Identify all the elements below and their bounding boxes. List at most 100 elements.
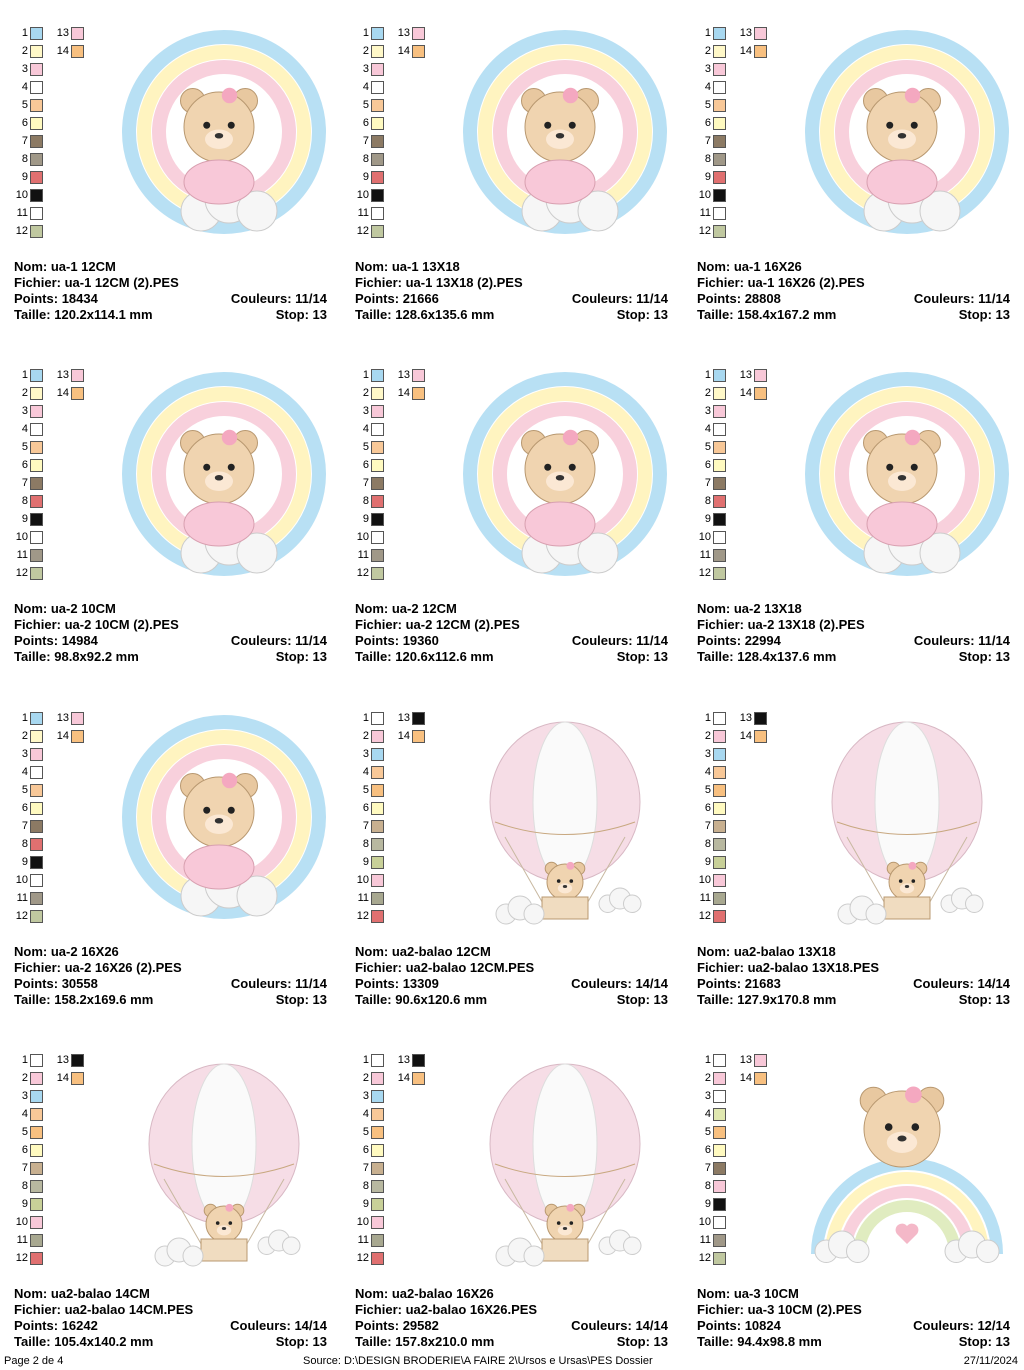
field-value: 157.8x210.0 mm: [395, 1334, 495, 1349]
bear-eye: [227, 806, 235, 814]
cloud: [965, 894, 984, 913]
swatch-number: 11: [699, 1234, 711, 1246]
swatch-number: 13: [739, 712, 752, 724]
color-swatch: [30, 405, 43, 418]
swatch-number: 5: [21, 99, 28, 111]
swatch-number: 2: [21, 730, 28, 742]
color-swatch: [412, 1072, 425, 1085]
color-swatch: [371, 1126, 384, 1139]
swatch-number: 8: [704, 1180, 711, 1192]
swatch-number: 4: [704, 81, 711, 93]
swatch-number: 10: [698, 874, 711, 886]
info-line: Nom: ua-3 10CM: [697, 1286, 799, 1302]
bunting: [494, 1163, 636, 1177]
info-line: Fichier: ua-1 12CM (2).PES: [14, 275, 179, 291]
field-value: ua2-balao 12CM.PES: [405, 960, 535, 975]
swatch-number: 13: [397, 1054, 410, 1066]
info-line: Taille: 128.4x137.6 mm: [697, 649, 836, 665]
color-swatch: [713, 1216, 726, 1229]
info-right: Couleurs: 11/14: [572, 291, 668, 307]
bear-bow: [908, 861, 917, 870]
swatch-number: 5: [362, 99, 369, 111]
field-value: 13: [995, 992, 1010, 1007]
swatch-number: 6: [21, 459, 28, 471]
field-value: ua-1 12CM (2).PES: [64, 275, 179, 290]
color-swatch: [713, 27, 726, 40]
info-right: Stop: 13: [276, 992, 327, 1008]
swatch-number: 12: [356, 225, 369, 237]
color-swatch: [713, 1162, 726, 1175]
color-swatch: [713, 910, 726, 923]
field-label: Taille:: [14, 1334, 51, 1349]
info-right: Couleurs: 12/14: [913, 1318, 1010, 1334]
swatch-number: 5: [21, 1126, 28, 1138]
color-swatch: [371, 1198, 384, 1211]
info-line: Nom: ua2-balao 16X26: [355, 1286, 494, 1302]
color-swatch: [371, 549, 384, 562]
info-line: Fichier: ua2-balao 13X18.PES: [697, 960, 879, 976]
color-swatch: [713, 1198, 726, 1211]
balloon-stripe: [191, 1063, 257, 1225]
swatch-number: 2: [704, 730, 711, 742]
color-swatch: [30, 387, 43, 400]
color-swatch: [713, 513, 726, 526]
rainbow-arc: [122, 30, 326, 234]
info-line: Taille: 127.9x170.8 mm: [697, 992, 836, 1008]
design-card: 1 2 3 4 5 6 7 8 9 10 11 12 13 14 Nom: ua-1 12CM Fichier…: [14, 27, 355, 367]
color-swatch: [371, 1252, 384, 1265]
info-line: Fichier: ua2-balao 16X26.PES: [355, 1302, 537, 1318]
info-line: Points: 30558: [14, 976, 98, 992]
design-card: 1 2 3 4 5 6 7 8 9 10 11 12 13 14 Nom: ua-1 16X26 Fichie…: [697, 27, 1024, 367]
color-swatch: [371, 207, 384, 220]
field-value: ua-1 12CM: [50, 259, 116, 274]
bear-eye: [911, 879, 916, 883]
bear-bow: [562, 87, 579, 104]
swatch-number: 1: [704, 1054, 711, 1066]
color-swatch: [371, 135, 384, 148]
color-swatch: [713, 1144, 726, 1157]
swatch-number: 14: [56, 730, 69, 742]
color-swatch: [713, 225, 726, 238]
swatch-number: 9: [362, 1198, 369, 1210]
bunting: [153, 1163, 295, 1177]
info-right: Couleurs: 11/14: [914, 633, 1010, 649]
bear-eye: [227, 463, 235, 471]
field-label: Nom:: [14, 944, 48, 959]
swatch-number: 9: [362, 513, 369, 525]
info-line: Taille: 128.6x135.6 mm: [355, 307, 494, 323]
color-swatch: [371, 1090, 384, 1103]
swatch-number: 12: [15, 910, 28, 922]
swatch-number: 4: [362, 423, 369, 435]
cloud: [236, 532, 278, 574]
color-swatch: [371, 153, 384, 166]
color-swatch: [30, 459, 43, 472]
field-value: ua2-balao 14CM: [50, 1286, 150, 1301]
color-swatch: [30, 567, 43, 580]
color-swatch: [713, 1108, 726, 1121]
field-value: 22994: [744, 633, 781, 648]
bear-bow: [566, 1203, 575, 1212]
field-label: Taille:: [355, 649, 392, 664]
bear-head: [183, 91, 255, 163]
color-swatch: [371, 63, 384, 76]
info-line: Points: 16242: [14, 1318, 98, 1334]
design-card: 1 2 3 4 5 6 7 8 9 10 11 12 13 14 Nom: ua-2 16X26 Fichie…: [14, 712, 355, 1052]
color-swatch: [713, 45, 726, 58]
bear-muzzle: [886, 1131, 918, 1153]
swatch-number: 14: [739, 387, 752, 399]
info-line: Nom: ua2-balao 12CM: [355, 944, 491, 960]
swatch-number: 7: [21, 1162, 28, 1174]
field-value: 13: [653, 1334, 668, 1349]
field-value: 11/14: [636, 633, 668, 648]
swatch-number: 8: [362, 495, 369, 507]
field-label: Fichier:: [14, 617, 61, 632]
field-label: Nom:: [355, 259, 389, 274]
bear-bow: [905, 1086, 922, 1104]
swatch-number: 6: [21, 117, 28, 129]
bear-eye: [203, 121, 211, 129]
color-swatch: [713, 477, 726, 490]
swatch-number: 7: [21, 477, 28, 489]
swatch-number: 7: [362, 1162, 369, 1174]
swatch-number: 2: [362, 730, 369, 742]
